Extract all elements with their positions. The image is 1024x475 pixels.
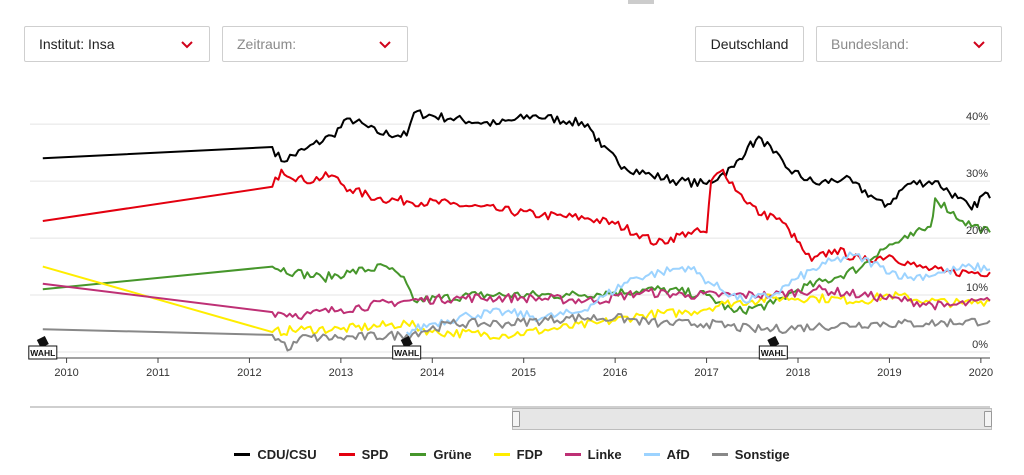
x-axis: 2010 2011 2012 2013 2014 2015 2016 2017 2018 2019… bbox=[30, 357, 993, 379]
series-layer bbox=[42, 109, 991, 352]
x-tick-label: 2018 bbox=[786, 367, 810, 379]
top-marker bbox=[628, 0, 654, 4]
legend-swatch bbox=[410, 453, 427, 456]
x-tick-label: 2011 bbox=[146, 367, 170, 379]
legend-swatch bbox=[643, 453, 660, 456]
range-handle-left[interactable] bbox=[512, 411, 520, 427]
period-dropdown[interactable]: Zeitraum: bbox=[222, 26, 408, 62]
x-tick-label: 2013 bbox=[329, 367, 353, 379]
chart-legend: CDU/CSU SPD Grüne FDP Linke AfD Sonstige bbox=[0, 447, 1024, 462]
x-tick-label: 2016 bbox=[603, 367, 627, 379]
election-marker-label: WAHL bbox=[30, 348, 55, 358]
state-dropdown-label: Bundesland: bbox=[831, 36, 909, 52]
legend-swatch bbox=[711, 453, 728, 456]
ballot-icon bbox=[400, 336, 413, 348]
x-tick-label: 2020 bbox=[969, 367, 993, 379]
election-marker: WAHL bbox=[28, 336, 58, 360]
election-marker-box bbox=[28, 345, 58, 360]
chevron-down-icon bbox=[181, 41, 193, 49]
series-line-afd bbox=[406, 251, 991, 336]
legend-item-fdp[interactable]: FDP bbox=[493, 447, 543, 462]
series-line-fdp bbox=[42, 265, 991, 340]
chevron-down-icon bbox=[973, 41, 985, 49]
legend-item-cdu-csu[interactable]: CDU/CSU bbox=[234, 447, 317, 462]
election-marker-label: WAHL bbox=[761, 348, 786, 358]
range-navigator-track bbox=[30, 406, 990, 408]
election-marker-box bbox=[392, 345, 422, 360]
election-markers: WAHL WAHL WAHL bbox=[28, 336, 788, 360]
institute-dropdown[interactable]: Institut: Insa bbox=[24, 26, 210, 62]
legend-label: Grüne bbox=[433, 447, 472, 462]
legend-item-afd[interactable]: AfD bbox=[643, 447, 690, 462]
x-tick-label: 2010 bbox=[54, 367, 78, 379]
series-line-cdu-csu bbox=[42, 109, 991, 211]
poll-line-chart: 2010 2011 2012 2013 2014 2015 2016 2017 2018 2019… bbox=[28, 109, 993, 379]
legend-swatch bbox=[493, 453, 510, 456]
series-line-sonstige bbox=[42, 313, 991, 352]
series-line-gr-ne bbox=[42, 197, 991, 315]
legend-label: Sonstige bbox=[734, 447, 790, 462]
legend-item-sonstige[interactable]: Sonstige bbox=[711, 447, 790, 462]
x-tick-label: 2014 bbox=[420, 367, 444, 379]
legend-item-gr-ne[interactable]: Grüne bbox=[410, 447, 472, 462]
legend-label: Linke bbox=[587, 447, 622, 462]
election-marker: WAHL bbox=[392, 336, 422, 360]
legend-label: AfD bbox=[666, 447, 690, 462]
series-line-spd bbox=[42, 168, 991, 278]
y-tick-label: 10% bbox=[966, 282, 988, 294]
election-marker-label: WAHL bbox=[394, 348, 419, 358]
election-marker: WAHL bbox=[758, 336, 788, 360]
legend-label: SPD bbox=[361, 447, 389, 462]
period-dropdown-label: Zeitraum: bbox=[237, 36, 297, 52]
chevron-down-icon bbox=[379, 41, 391, 49]
legend-swatch bbox=[234, 453, 251, 456]
ballot-icon bbox=[767, 336, 780, 348]
legend-label: CDU/CSU bbox=[257, 447, 317, 462]
y-axis: 0% 10% 20% 30% 40% bbox=[966, 111, 988, 351]
y-tick-label: 20% bbox=[966, 225, 988, 237]
legend-swatch bbox=[564, 453, 581, 456]
x-tick-label: 2012 bbox=[237, 367, 261, 379]
y-tick-label: 30% bbox=[966, 168, 988, 180]
grid-layer bbox=[30, 123, 990, 353]
legend-swatch bbox=[338, 453, 355, 456]
series-line-linke bbox=[42, 282, 991, 321]
ballot-icon bbox=[36, 336, 49, 348]
x-tick-label: 2019 bbox=[877, 367, 901, 379]
country-button[interactable]: Deutschland bbox=[695, 26, 804, 62]
y-tick-label: 0% bbox=[972, 339, 988, 351]
x-tick-label: 2017 bbox=[694, 367, 718, 379]
y-tick-label: 40% bbox=[966, 111, 988, 123]
state-dropdown[interactable]: Bundesland: bbox=[816, 26, 1002, 62]
institute-dropdown-label: Institut: Insa bbox=[39, 36, 115, 52]
legend-item-spd[interactable]: SPD bbox=[338, 447, 389, 462]
election-marker-box bbox=[758, 345, 788, 360]
range-handle-right[interactable] bbox=[984, 411, 992, 427]
legend-item-linke[interactable]: Linke bbox=[564, 447, 622, 462]
range-selector[interactable] bbox=[512, 408, 992, 430]
x-tick-label: 2015 bbox=[511, 367, 535, 379]
legend-label: FDP bbox=[516, 447, 543, 462]
